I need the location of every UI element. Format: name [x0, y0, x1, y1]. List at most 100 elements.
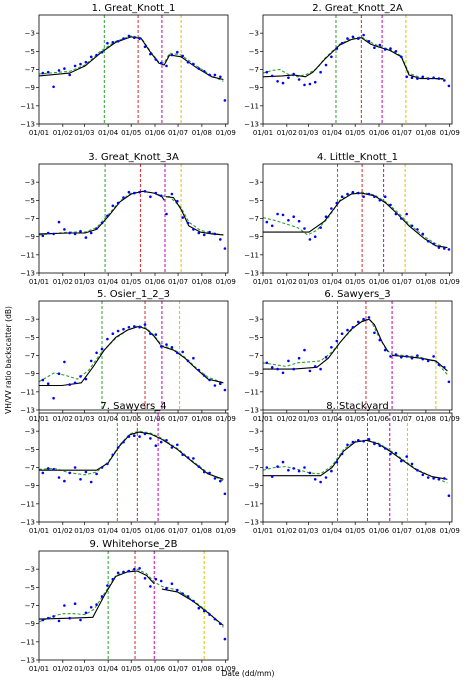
panel-5-xtick-label: 01/07 — [168, 415, 188, 423]
panel-8-ytick-label: −13 — [244, 519, 259, 527]
panel-9-point — [57, 619, 61, 623]
panel-4-point — [367, 192, 371, 196]
panel-5-xtick-label: 01/02 — [53, 415, 73, 423]
panel-1-point — [181, 54, 184, 58]
panel-7-point — [186, 456, 190, 459]
panel-1-point — [46, 70, 50, 74]
panel-1-point — [192, 62, 195, 66]
panel-7-xtick-label: 01/05 — [121, 527, 141, 535]
panel-9-point — [84, 611, 88, 615]
panel-5-point — [219, 382, 222, 386]
panel-2-point — [313, 80, 317, 84]
panel-5-point — [202, 374, 206, 377]
panel-3-point — [149, 195, 152, 198]
panel-4-point — [362, 195, 365, 198]
panel-3-point — [181, 216, 184, 219]
panel-8-xtick-label: 01/02 — [277, 527, 297, 535]
panel-5-ytick-label: −9 — [25, 370, 35, 378]
panel-2-ytick-label: −5 — [249, 48, 259, 56]
panel-4-xtick-label: 01/09 — [440, 278, 460, 286]
panel-3-point — [202, 233, 206, 237]
panel-6-xtick-label: 01/08 — [416, 415, 436, 423]
panel-7-point — [133, 434, 136, 438]
panel-6-point — [308, 369, 312, 373]
panel-8-xtick-label: 01/09 — [440, 527, 460, 535]
panel-2-xtick-label: 01/01 — [253, 129, 273, 137]
panel-4-xtick-label: 01/05 — [345, 278, 365, 286]
panel-3-point — [73, 232, 77, 236]
panel-1-point — [127, 34, 131, 38]
panel-2-ytick-label: −11 — [244, 102, 259, 110]
panel-6-point — [313, 365, 317, 368]
panel-6-point — [394, 353, 398, 356]
panel-3-point — [165, 212, 168, 216]
panel-1-point — [106, 41, 109, 45]
panel-2-xtick-label: 01/08 — [416, 129, 436, 137]
panel-6-xtick-label: 01/07 — [392, 415, 412, 423]
panel-2-point — [357, 37, 360, 40]
panel-5-point — [100, 347, 104, 351]
panel-7-point — [181, 453, 184, 457]
panel-2-point — [416, 77, 419, 80]
panel-3-point — [192, 228, 195, 231]
panel-4-plot — [263, 164, 451, 273]
panel-6-point — [340, 332, 344, 336]
panel-9-point — [133, 567, 136, 571]
panel-5-point — [63, 360, 66, 364]
panel-8-point — [303, 466, 306, 469]
panel-4-point — [319, 226, 322, 229]
panel-7-point — [176, 443, 179, 447]
panel-1-xtick-label: 01/05 — [121, 129, 141, 137]
panel-9-point — [176, 588, 179, 592]
panel-6-frame — [262, 300, 453, 411]
panel-3-point — [122, 196, 125, 199]
panel-8-point — [346, 443, 349, 447]
panel-5-point — [138, 326, 141, 329]
panel-7-point — [106, 462, 109, 466]
panel-7-point — [52, 468, 55, 471]
panel-8-ytick-label: −7 — [249, 464, 259, 472]
panel-7-xtick-label: 01/02 — [53, 527, 73, 535]
panel-5-ytick-label: −3 — [25, 316, 35, 324]
panel-6-point — [416, 354, 419, 357]
panel-3-xtick-label: 01/04 — [98, 278, 119, 286]
panel-4-ytick-label: −11 — [244, 251, 259, 259]
panel-7-point — [202, 470, 206, 474]
panel-8-point — [281, 460, 285, 464]
panel-2-point — [437, 77, 441, 80]
panel-4-point — [432, 242, 435, 246]
panel-4-point — [421, 232, 425, 236]
panel-8-point — [357, 439, 360, 442]
panel-4-point — [416, 228, 419, 231]
panel-2-fit-solid-0 — [263, 37, 444, 80]
panel-7-point — [100, 466, 104, 469]
panel-8-point — [335, 460, 339, 464]
panel-7-point — [111, 453, 115, 457]
panel-3-ytick-label: −7 — [25, 215, 35, 223]
panel-5-ytick-label: −13 — [20, 407, 35, 415]
panel-7-point — [154, 444, 158, 448]
panel-6-ytick-label: −13 — [244, 407, 259, 415]
panel-4-point — [281, 213, 285, 217]
panel-2-point — [400, 55, 403, 59]
panel-5-point — [165, 343, 168, 346]
panel-1-point — [138, 37, 141, 40]
panel-3-point — [170, 192, 174, 196]
panel-7-point — [79, 478, 82, 481]
panel-4-point — [330, 207, 333, 210]
panel-9-point — [63, 604, 66, 607]
panel-9-xtick-label: 01/09 — [216, 665, 236, 673]
panel-3-fit-solid-1 — [165, 196, 224, 236]
panel-3-point — [159, 194, 163, 198]
panel-7-xtick-label: 01/04 — [98, 527, 119, 535]
panel-1-xtick-label: 01/02 — [53, 129, 73, 137]
panel-1-fit-dashed-0 — [39, 35, 224, 82]
panel-6-plot — [263, 301, 451, 410]
panel-8-point — [292, 467, 296, 470]
panel-5-point — [223, 388, 227, 392]
panel-2-point — [443, 79, 446, 82]
panel-4-xtick-label: 01/02 — [277, 278, 297, 286]
panel-1-point — [186, 60, 190, 64]
